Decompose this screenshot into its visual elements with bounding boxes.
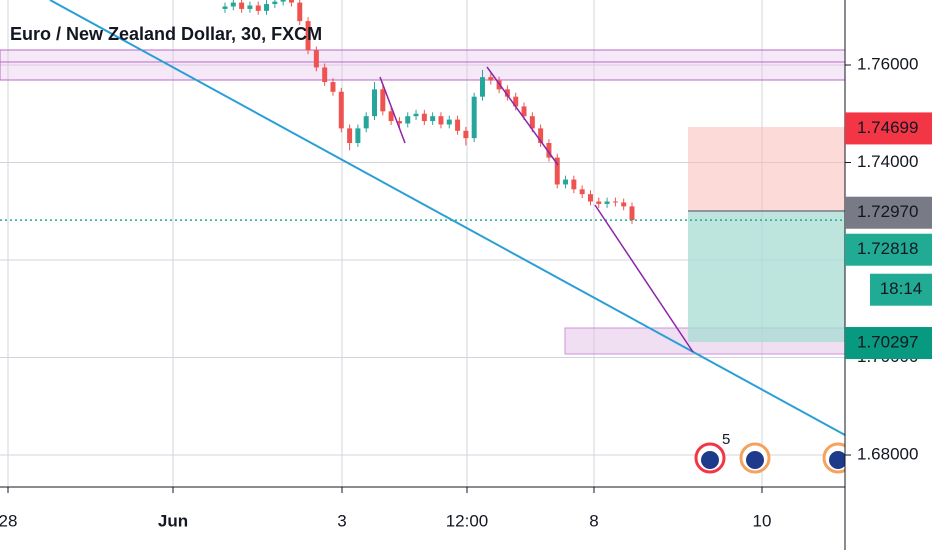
event-flag [746, 451, 764, 469]
candle-body [521, 106, 527, 117]
projection-line [594, 204, 694, 353]
candle-body [305, 21, 311, 51]
candle-body [380, 89, 386, 112]
candle-body [280, 0, 286, 2]
axis-labels: 1.760001.740001.720001.700001.6800028Jun… [0, 54, 932, 530]
candle-body [604, 201, 610, 204]
candle-body [255, 5, 261, 11]
resistance-zone [0, 49, 846, 81]
countdown-box [870, 273, 932, 306]
x-tick-label: 28 [0, 511, 17, 530]
candle-body [471, 96, 477, 139]
target-zone [688, 211, 845, 342]
candle-body [504, 89, 510, 97]
x-tick-label: 10 [753, 511, 772, 530]
candle-body [554, 157, 560, 185]
candle-body [446, 119, 452, 125]
candle-body [546, 142, 552, 158]
price-label-box [845, 327, 932, 360]
candle-body [455, 119, 461, 131]
candle-body [322, 67, 328, 83]
event-flag [829, 451, 847, 469]
candle-body [463, 130, 469, 139]
time-axis [0, 487, 845, 550]
candle-body [313, 50, 319, 68]
price-label-box [845, 196, 932, 229]
candle-body [629, 206, 635, 221]
countdown: 18:14 [880, 279, 923, 298]
x-tick-label: Jun [158, 511, 188, 530]
x-tick-label: 8 [589, 511, 598, 530]
candle-body [596, 201, 602, 204]
candle-body [563, 179, 569, 185]
candle-body [571, 179, 577, 190]
price-label: 1.72970 [857, 202, 918, 221]
price-label: 1.72818 [857, 239, 918, 258]
candle-body [421, 113, 427, 122]
x-tick-label: 12:00 [446, 511, 489, 530]
price-label-box [845, 112, 932, 145]
candles [0, 0, 845, 224]
candle-body [272, 1, 278, 5]
candle-body [222, 6, 228, 9]
y-tick-label: 1.74000 [857, 152, 918, 171]
candle-body [347, 128, 353, 143]
candle-body [529, 116, 535, 129]
candle-body [587, 194, 593, 202]
candle-body [396, 121, 402, 124]
candle-body [338, 91, 344, 129]
candle-body [479, 77, 485, 97]
candle-body [388, 111, 394, 122]
price-label: 1.70297 [857, 333, 918, 352]
candle-body [330, 82, 336, 92]
candle-body [579, 189, 585, 195]
candle-body [438, 116, 444, 125]
y-tick-label: 1.76000 [857, 54, 918, 73]
event-flag [701, 451, 719, 469]
candle-body [372, 89, 378, 117]
candle-body [355, 128, 361, 143]
trend-line [49, 0, 846, 436]
price-label: 1.74699 [857, 118, 918, 137]
drawn-line [379, 76, 406, 144]
candle-body [297, 2, 303, 22]
price-label-box [845, 233, 932, 266]
event-count: 5 [722, 431, 730, 448]
candle-body [621, 202, 627, 207]
candle-body [239, 2, 245, 9]
x-tick-label: 3 [337, 511, 346, 530]
candle-body [230, 2, 236, 7]
stop-zone [688, 127, 845, 211]
candle-body [405, 116, 411, 124]
candle-body [247, 5, 253, 9]
candle-body [513, 96, 519, 107]
candle-body [288, 0, 294, 3]
candle-body [538, 128, 544, 143]
candle-body [430, 116, 436, 122]
candle-body [488, 77, 494, 81]
candle-body [612, 201, 618, 203]
y-tick-label: 1.68000 [857, 445, 918, 464]
candle-body [413, 113, 419, 117]
chart-title: Euro / New Zealand Dollar, 30, FXCM [10, 24, 322, 44]
candle-body [264, 4, 270, 11]
candle-body [363, 116, 369, 129]
drawn-line [486, 66, 559, 166]
